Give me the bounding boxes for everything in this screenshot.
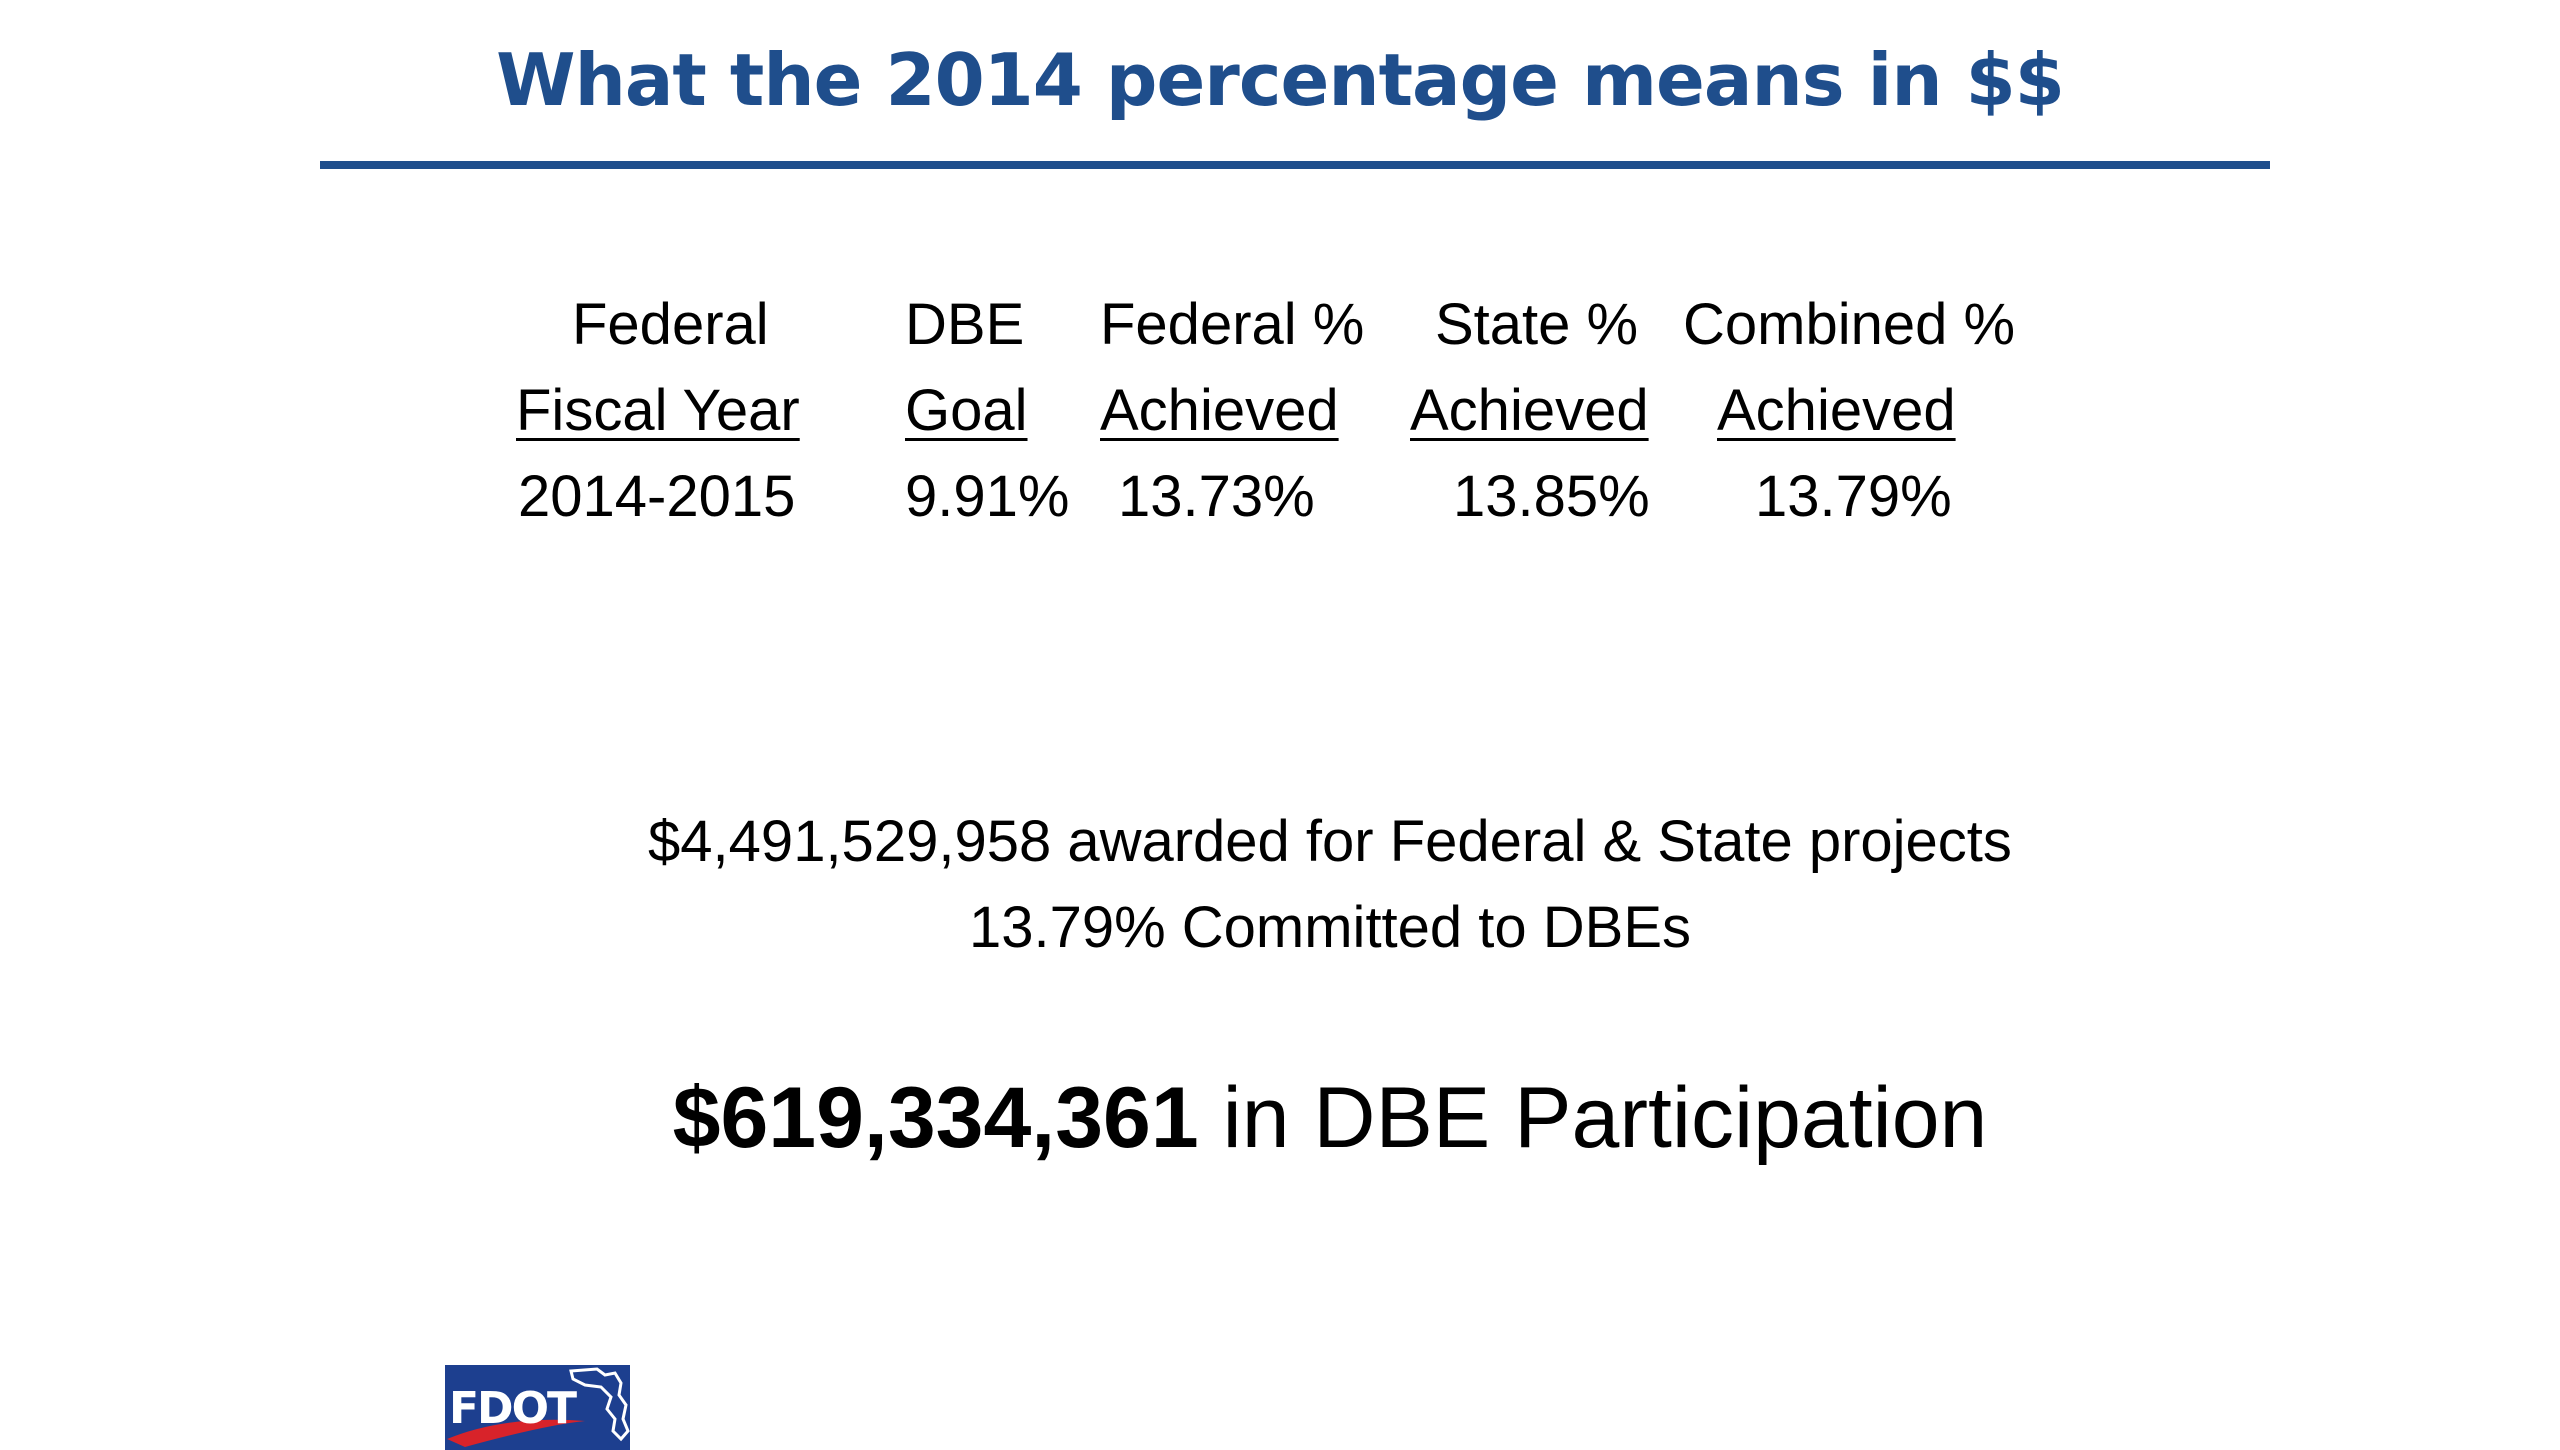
header-state-achieved: Achieved <box>1410 378 1649 443</box>
cell-combined-achieved: 13.79% <box>1755 464 1952 529</box>
fdot-logo-icon: FDOT <box>445 1365 630 1450</box>
title-divider <box>320 161 2270 169</box>
participation-amount: $619,334,361 <box>672 1070 1199 1166</box>
header-fiscal-year: Fiscal Year <box>516 378 800 443</box>
header-combined-achieved: Achieved <box>1717 378 1956 443</box>
header-combined-pct: Combined % <box>1683 292 2016 357</box>
header-dbe: DBE <box>905 292 1025 357</box>
header-goal: Goal <box>905 378 1028 443</box>
dbe-participation-total: $619,334,361 in DBE Participation <box>0 1075 2560 1161</box>
header-federal-achieved: Achieved <box>1100 378 1339 443</box>
participation-label: in DBE Participation <box>1198 1070 1988 1166</box>
header-federal: Federal <box>572 292 769 357</box>
awarded-amount-line: $4,491,529,958 awarded for Federal & Sta… <box>648 809 2012 874</box>
committed-percentage-line: 13.79% Committed to DBEs <box>968 895 1692 960</box>
cell-state-achieved: 13.85% <box>1453 464 1650 529</box>
fdot-logo-graphic: FDOT <box>447 1367 630 1447</box>
header-federal-pct: Federal % <box>1100 292 1365 357</box>
fdot-logo-text: FDOT <box>449 1383 577 1434</box>
header-state-pct: State % <box>1435 292 1639 357</box>
dbe-goal-table: Federal DBE Federal % State % Combined %… <box>0 0 2560 600</box>
cell-fiscal-year: 2014-2015 <box>518 464 796 529</box>
cell-federal-achieved: 13.73% <box>1118 464 1315 529</box>
cell-dbe-goal: 9.91% <box>905 464 1070 529</box>
slide-title: What the 2014 percentage means in $$ <box>496 38 2065 122</box>
